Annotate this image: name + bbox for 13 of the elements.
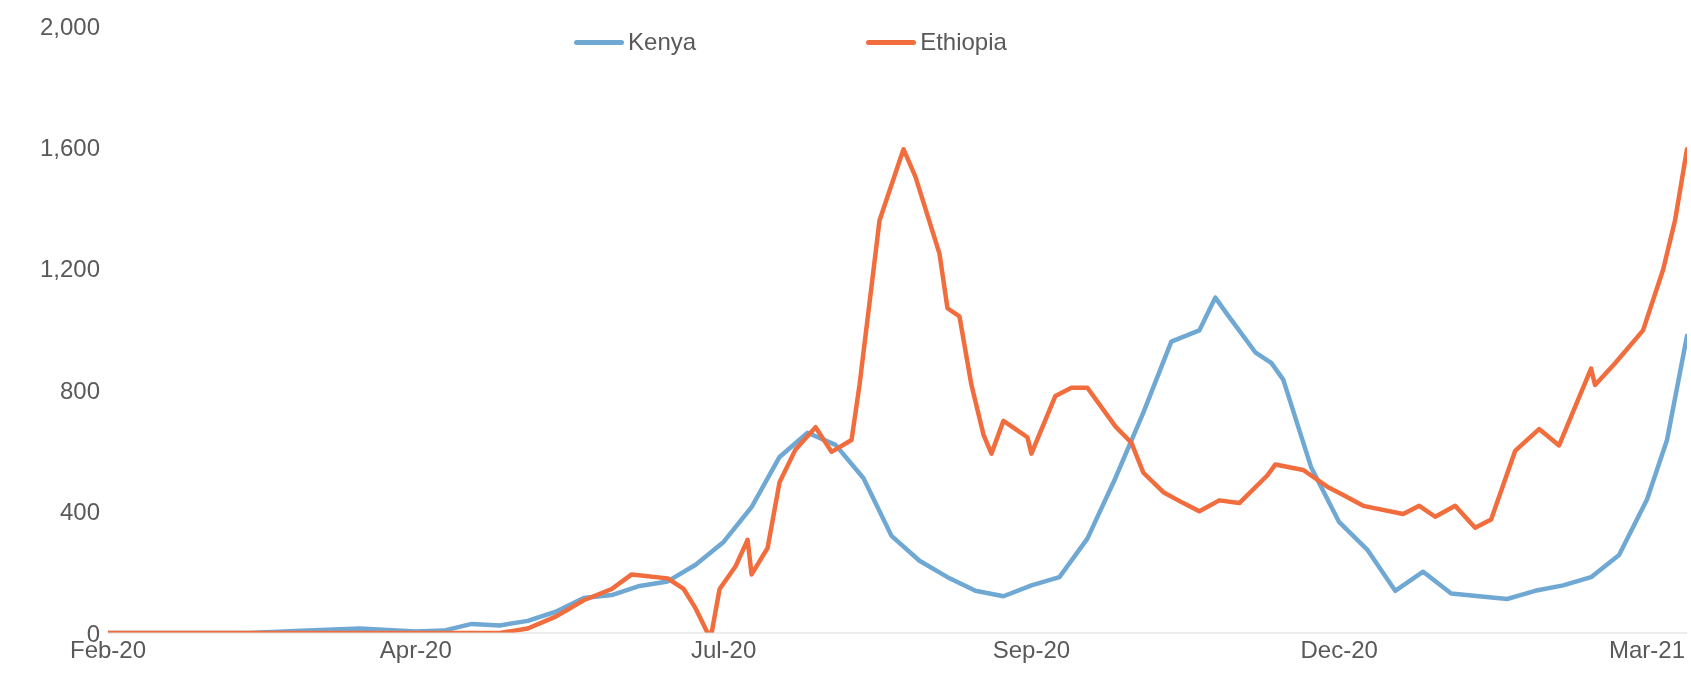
x-tick-label: Mar-21 (1609, 636, 1686, 664)
x-tick-label: Dec-20 (1300, 636, 1378, 664)
y-tick-label: 800 (59, 376, 100, 404)
x-tick-label: Jul-20 (690, 636, 757, 664)
y-tick-label: 2,000 (39, 12, 100, 40)
legend-label: Kenya (628, 28, 697, 56)
y-tick-label: 1,200 (39, 255, 100, 283)
legend-label: Ethiopia (920, 28, 1007, 56)
y-tick-label: 400 (59, 498, 100, 526)
line-series (108, 146, 1687, 633)
y-tick-label: 1,600 (39, 133, 100, 161)
x-tick-label: Apr-20 (379, 636, 452, 664)
x-tick-label: Sep-20 (992, 636, 1071, 664)
